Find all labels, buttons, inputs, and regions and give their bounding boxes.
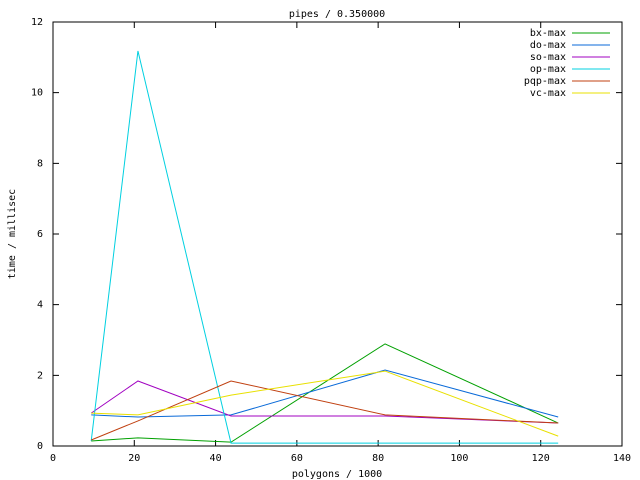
series-line [91,380,559,441]
series-line [91,343,559,443]
series-line [91,370,559,437]
y-tick-label: 4 [37,300,43,311]
x-axis-label: polygons / 1000 [292,469,382,480]
x-tick-label: 100 [450,453,468,464]
legend-label: op-max [530,64,566,75]
series-line [91,369,559,418]
legend-label: pqp-max [524,76,566,87]
legend-label: so-max [530,52,566,63]
x-tick-label: 140 [613,453,631,464]
series-line [90,50,559,444]
series-line [90,380,559,424]
x-tick-label: 0 [50,453,56,464]
y-tick-label: 8 [37,158,43,169]
y-tick-label: 2 [37,370,43,381]
x-tick-label: 120 [532,453,550,464]
legend-label: bx-max [530,28,566,39]
legend-label: do-max [530,40,566,51]
legend-label: vc-max [530,88,566,99]
y-tick-label: 12 [31,17,43,28]
y-tick-label: 0 [37,441,43,452]
x-tick-label: 60 [291,453,303,464]
chart-title: pipes / 0.350000 [289,9,385,20]
x-tick-label: 80 [372,453,384,464]
x-tick-label: 20 [128,453,140,464]
y-tick-label: 6 [37,229,43,240]
y-axis-label: time / millisec [7,189,18,279]
x-tick-label: 40 [210,453,222,464]
y-tick-label: 10 [31,88,43,99]
